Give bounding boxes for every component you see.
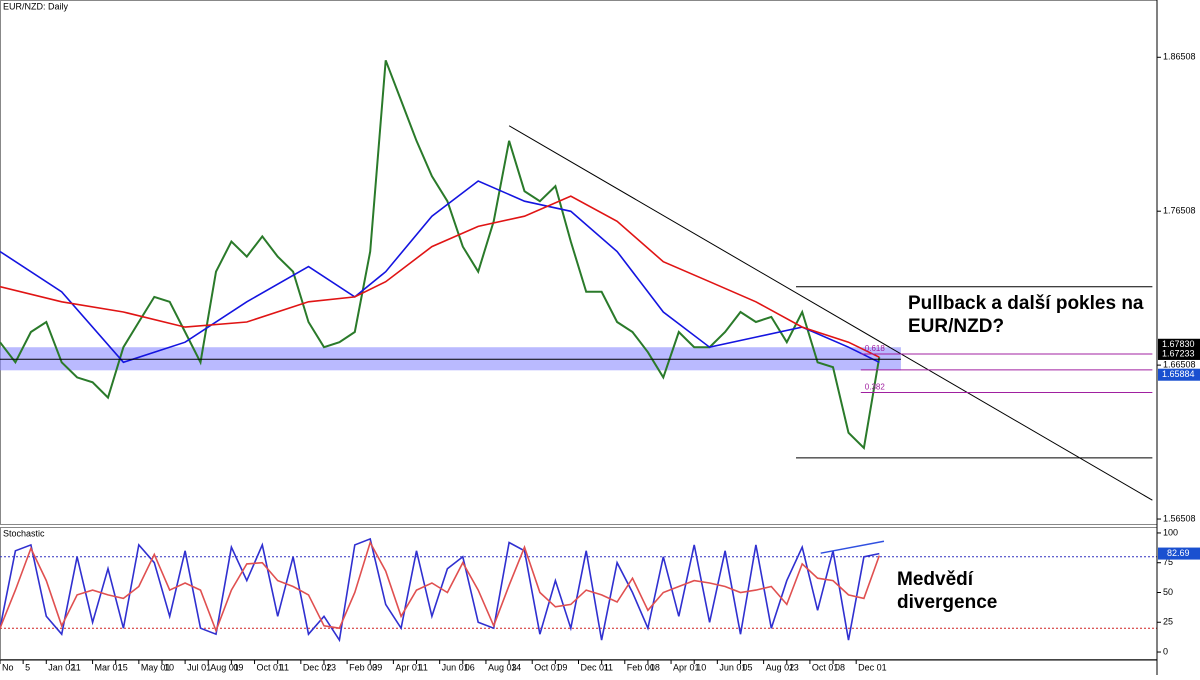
x-tick-label: 05 — [742, 662, 752, 672]
x-tick-label: Feb 01 — [627, 662, 655, 672]
x-tick-label: Jul 01 — [187, 662, 211, 672]
x-tick-label: 11 — [71, 662, 80, 672]
value-tag — [1158, 547, 1200, 560]
annotation: Medvědí — [897, 569, 974, 590]
y-tick-label: 50 — [1163, 587, 1173, 597]
x-tick-label: 09 — [557, 662, 567, 672]
x-tick-label: 15 — [118, 662, 128, 672]
y-tick-label: 1.56508 — [1163, 513, 1196, 523]
x-tick-label: 13 — [789, 662, 799, 672]
price-tag — [1158, 338, 1200, 351]
x-tick-label: Oct 01 — [257, 662, 284, 672]
series-line — [0, 537, 880, 643]
y-tick-label: 1.86508 — [1163, 52, 1196, 62]
y-tick-label: 1.66508 — [1163, 359, 1196, 369]
y-tick-label: 1.76508 — [1163, 206, 1196, 216]
x-tick-label: 11 — [280, 662, 289, 672]
fib-label: 0.618 — [865, 344, 886, 353]
x-tick-label: 06 — [465, 662, 475, 672]
x-tick-label: Jun 01 — [719, 662, 746, 672]
price-tag-label: 1.67830 — [1162, 339, 1195, 349]
x-tick-label: 13 — [326, 662, 336, 672]
x-tick-label: 08 — [650, 662, 660, 672]
x-tick-label: Dec 01 — [858, 662, 887, 672]
x-tick-label: May 01 — [141, 662, 171, 672]
price-tag-label: 1.67233 — [1162, 348, 1195, 358]
x-tick-label: Aug 02 — [766, 662, 795, 672]
x-tick-label: Aug 03 — [488, 662, 517, 672]
x-tick-label: Mar 01 — [95, 662, 123, 672]
y-tick-label: 25 — [1163, 617, 1173, 627]
x-tick-label: 09 — [372, 662, 382, 672]
panel-title: EUR/NZD: Daily — [3, 1, 69, 11]
x-tick-label: Jan 02 — [48, 662, 75, 672]
series-line — [0, 180, 880, 364]
x-tick-label: 10 — [696, 662, 706, 672]
x-tick-label: 10 — [164, 662, 174, 672]
annotation: divergence — [897, 592, 997, 613]
x-tick-label: Feb 03 — [349, 662, 377, 672]
drawn-line — [820, 540, 885, 554]
x-tick-label: 14 — [511, 662, 521, 672]
x-tick-label: Dec 01 — [581, 662, 610, 672]
title-box — [1, 528, 41, 539]
title-box — [1, 1, 61, 12]
x-tick-label: Dec 02 — [303, 662, 332, 672]
annotation: Pullback a další pokles na — [908, 293, 1144, 314]
x-tick-label: No — [2, 662, 14, 672]
series-line — [0, 195, 880, 358]
annotation: EUR/NZD? — [908, 316, 1004, 337]
x-tick-label: 11 — [419, 662, 428, 672]
x-tick-label: 08 — [835, 662, 845, 672]
drawn-line — [508, 125, 1153, 501]
y-tick-label: 100 — [1163, 527, 1178, 537]
x-tick-label: Oct 01 — [534, 662, 561, 672]
x-tick-label: Apr 01 — [673, 662, 700, 672]
value-tag-label: 82.69 — [1167, 548, 1190, 558]
x-tick-label: Apr 01 — [395, 662, 422, 672]
x-tick-label: 5 — [25, 662, 30, 672]
y-tick-label: 0 — [1163, 646, 1168, 656]
price-tag-label: 1.65884 — [1162, 369, 1195, 379]
price-tag — [1158, 347, 1200, 360]
x-tick-label: Oct 01 — [812, 662, 839, 672]
y-tick-label: 75 — [1163, 557, 1173, 567]
fib-label: 0.382 — [865, 383, 886, 392]
price-tag — [1158, 368, 1200, 381]
x-tick-label: Jun 01 — [442, 662, 469, 672]
x-tick-label: 09 — [233, 662, 243, 672]
x-tick-label: Aug 01 — [210, 662, 239, 672]
panel-title: Stochastic — [3, 528, 45, 538]
series-line — [0, 59, 881, 450]
series-line — [0, 540, 881, 633]
x-tick-label: 11 — [604, 662, 613, 672]
